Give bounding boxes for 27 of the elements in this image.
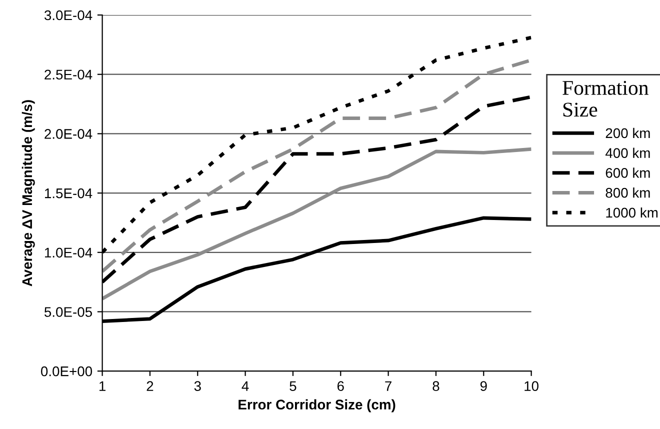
x-tick-label: 2 bbox=[146, 381, 154, 391]
y-tick-label: 0.0E+00 bbox=[40, 366, 92, 376]
legend-label: 800 km bbox=[606, 188, 650, 198]
legend-title: Formation Size bbox=[562, 80, 648, 117]
x-tick-label: 7 bbox=[385, 381, 392, 391]
y-tick-label: 2.5E-04 bbox=[44, 70, 92, 80]
y-axis-title: Average ΔV Magnitude (m/s) bbox=[22, 100, 35, 286]
x-tick-label: 8 bbox=[432, 381, 440, 392]
legend-label: 1000 km bbox=[606, 207, 658, 218]
x-tick-label: 9 bbox=[480, 381, 487, 392]
y-tick-label: 1.5E-04 bbox=[44, 188, 92, 198]
legend-label: 600 km bbox=[606, 168, 650, 178]
x-tick-label: 6 bbox=[337, 381, 344, 392]
x-tick-label: 4 bbox=[242, 381, 249, 391]
x-tick-label: 5 bbox=[290, 381, 296, 392]
x-axis-title: Error Corridor Size (cm) bbox=[238, 399, 396, 412]
line-series bbox=[102, 147, 532, 300]
line-series bbox=[102, 58, 532, 274]
y-tick-label: 2.0E-04 bbox=[44, 129, 92, 139]
y-tick-label: 1.0E-04 bbox=[44, 248, 92, 258]
x-tick-label: 3 bbox=[194, 381, 201, 392]
legend-label: 400 km bbox=[605, 148, 650, 158]
x-tick-label: 10 bbox=[524, 381, 538, 392]
y-tick-label: 5.0E-05 bbox=[44, 307, 92, 317]
legend-label: 200 km bbox=[606, 128, 650, 138]
x-tick-label: 1 bbox=[99, 381, 106, 391]
y-tick-label: 3.0E-04 bbox=[44, 10, 92, 20]
